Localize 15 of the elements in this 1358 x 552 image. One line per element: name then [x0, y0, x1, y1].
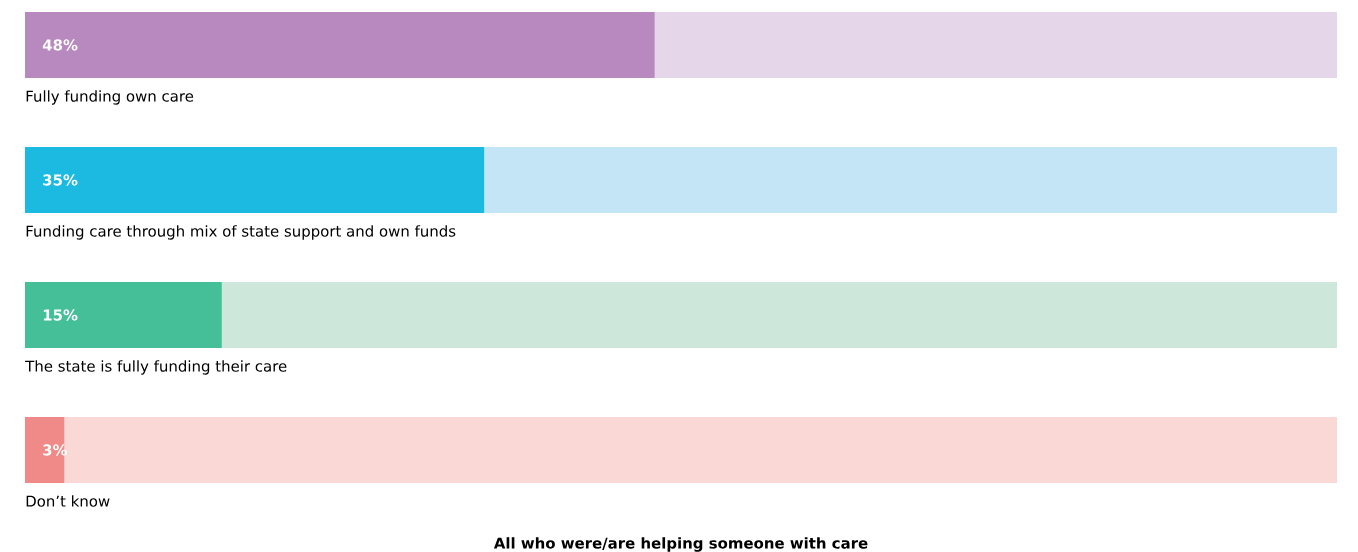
y-tick-label: Fully funding own care	[26, 90, 194, 105]
data-label: 48%	[42, 39, 78, 51]
bar	[25, 147, 485, 213]
bar	[484, 147, 1338, 213]
y-tick-label: The state is fully funding their care	[25, 360, 287, 375]
bar	[25, 12, 655, 78]
y-tick-label: Don’t know	[26, 495, 110, 507]
data-label: 35%	[43, 174, 78, 186]
y-tick-label: Funding care through mix of state support and own funds	[26, 225, 456, 240]
bar	[25, 282, 222, 348]
x-axis-title: All who were/are helping someone with care	[493, 537, 868, 552]
bar	[654, 12, 1338, 78]
bar	[221, 282, 1338, 348]
bar	[25, 417, 65, 484]
data-label: 15%	[43, 309, 78, 321]
